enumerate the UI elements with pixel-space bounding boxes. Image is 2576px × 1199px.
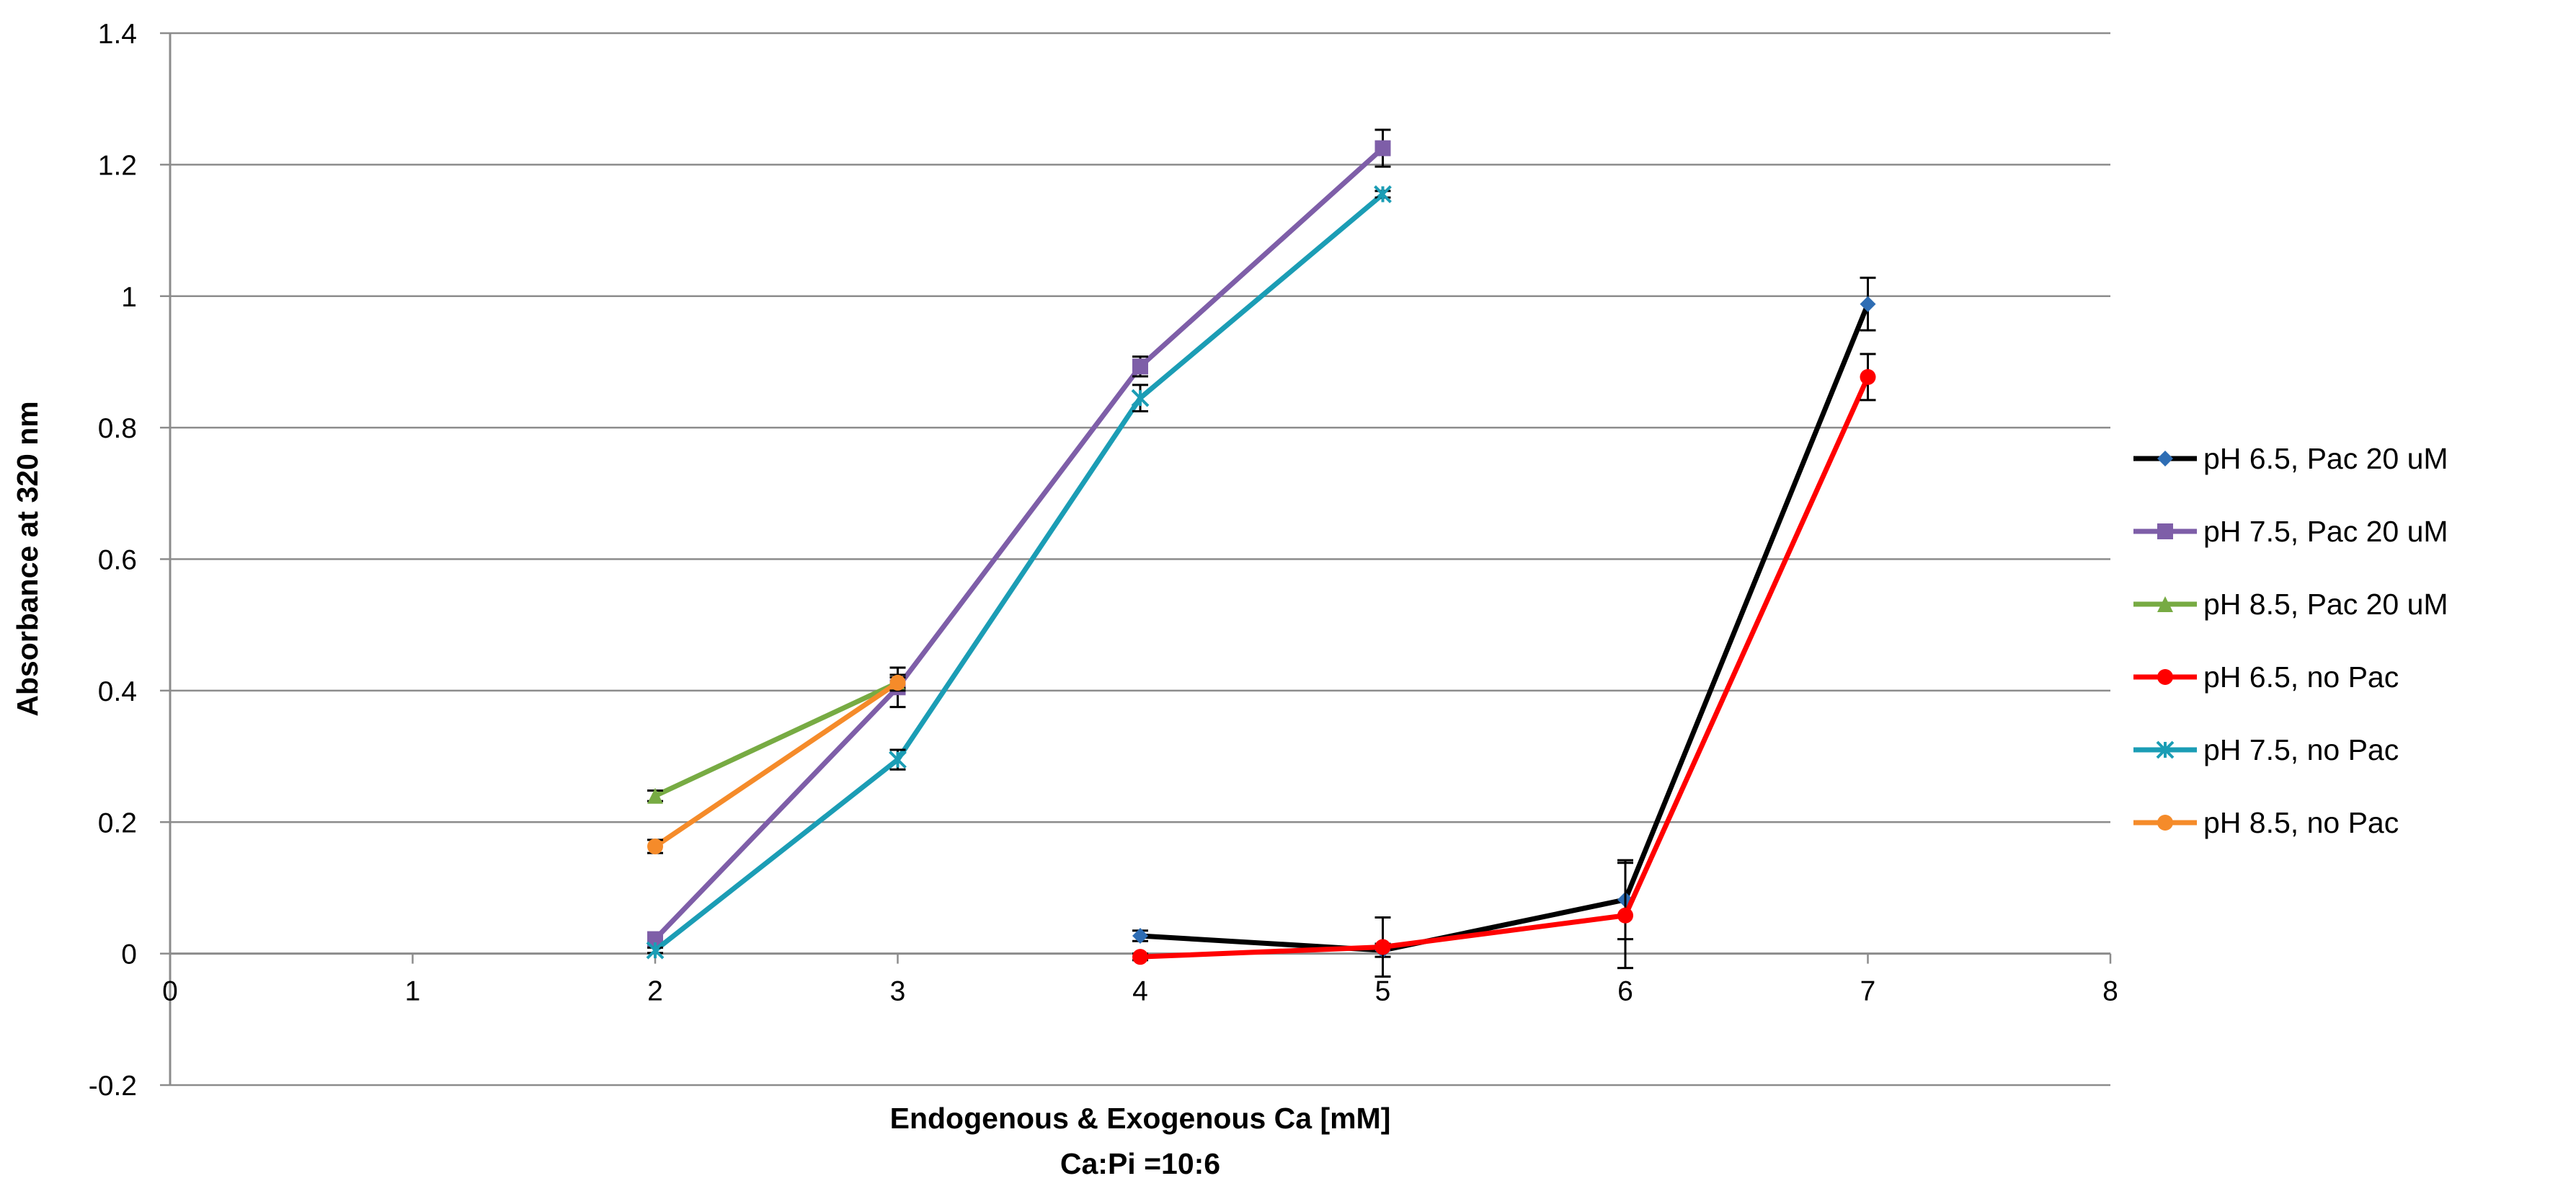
legend-marker-4 [2156,740,2175,759]
series-5 [647,673,906,854]
series-5-point-1 [889,674,906,691]
legend-item-3: pH 6.5, no Pac [2133,660,2399,694]
y-tick-label-1: 0 [121,939,137,970]
legend-label-0: pH 6.5, Pac 20 uM [2203,442,2448,475]
series-3 [1132,353,1876,978]
x-tick-label-2: 2 [647,976,663,1007]
legend-item-1: pH 7.5, Pac 20 uM [2133,515,2448,548]
x-tick-label-8: 8 [2102,976,2118,1007]
series-5-line [654,681,900,849]
x-axis-ticks: 0 1 2 3 4 5 6 7 8 [162,953,2118,1007]
series-1-line [653,146,1385,941]
y-tick-label-4: 0.6 [98,545,137,576]
legend-item-4: pH 7.5, no Pac [2133,733,2399,766]
series-0 [1132,276,1876,959]
legend-marker-3 [2157,669,2173,685]
legend-item-0: pH 6.5, Pac 20 uM [2133,442,2448,475]
series-3-point-2 [1617,907,1633,924]
series-4-point-3 [1374,185,1392,203]
legend: pH 6.5, Pac 20 uM pH 7.5, Pac 20 uM pH 8.5… [2133,442,2448,839]
x-tick-label-4: 4 [1132,976,1148,1007]
series-5-point-0 [647,838,663,854]
series-4-point-0 [646,941,665,960]
series-3-point-3 [1860,368,1876,385]
x-axis-subtitle: Ca:Pi =10:6 [1060,1147,1220,1180]
y-axis-title: Absorbance at 320 nm [11,401,44,717]
series-0-line [1140,303,1870,953]
series-1-point-2 [1132,358,1148,375]
series-0-point-3 [1860,296,1876,312]
legend-marker-0 [2157,451,2173,466]
y-tick-label-3: 0.4 [98,676,137,707]
series-4-point-1 [889,751,907,769]
legend-label-5: pH 8.5, no Pac [2203,806,2399,839]
series-1-point-3 [1374,140,1391,156]
series-1 [647,128,1391,947]
x-tick-label-0: 0 [162,976,178,1007]
series-4 [646,185,1392,960]
y-tick-label-0: -0.2 [89,1071,137,1102]
legend-item-2: pH 8.5, Pac 20 uM [2133,588,2448,621]
x-tick-label-7: 7 [1860,976,1876,1007]
x-tick-label-3: 3 [890,976,906,1007]
legend-marker-5 [2157,815,2173,831]
legend-label-3: pH 6.5, no Pac [2203,660,2399,694]
series-3-point-0 [1132,949,1148,965]
y-tick-label-7: 1.2 [98,150,137,181]
legend-item-5: pH 8.5, no Pac [2133,806,2399,839]
legend-marker-2 [2157,596,2173,612]
y-tick-label-8: 1.4 [98,19,137,50]
series-2-line [654,680,899,798]
y-tick-label-2: 0.2 [98,808,137,839]
series-3-point-1 [1374,939,1391,955]
y-axis-ticks: -0.2 0 0.2 0.4 0.6 0.8 1 1.2 1.4 [89,19,170,1102]
y-tick-label-6: 1 [121,282,137,313]
gridlines [170,32,2110,1087]
series-2-point-0 [647,787,663,804]
x-tick-label-5: 5 [1375,976,1391,1007]
series-4-point-2 [1131,389,1150,407]
y-tick-label-5: 0.8 [98,413,137,444]
series-layer [646,128,1876,978]
x-tick-label-6: 6 [1617,976,1633,1007]
legend-marker-1 [2157,523,2173,539]
series-3-line [1140,376,1870,960]
x-axis-title: Endogenous & Exogenous Ca [mM] [890,1102,1391,1135]
series-1-point-0 [647,931,663,947]
legend-label-2: pH 8.5, Pac 20 uM [2203,588,2448,621]
legend-label-1: pH 7.5, Pac 20 uM [2203,515,2448,548]
series-0-point-0 [1132,928,1148,944]
x-tick-label-1: 1 [405,976,421,1007]
legend-label-4: pH 7.5, no Pac [2203,733,2399,766]
series-4-line [653,192,1385,952]
